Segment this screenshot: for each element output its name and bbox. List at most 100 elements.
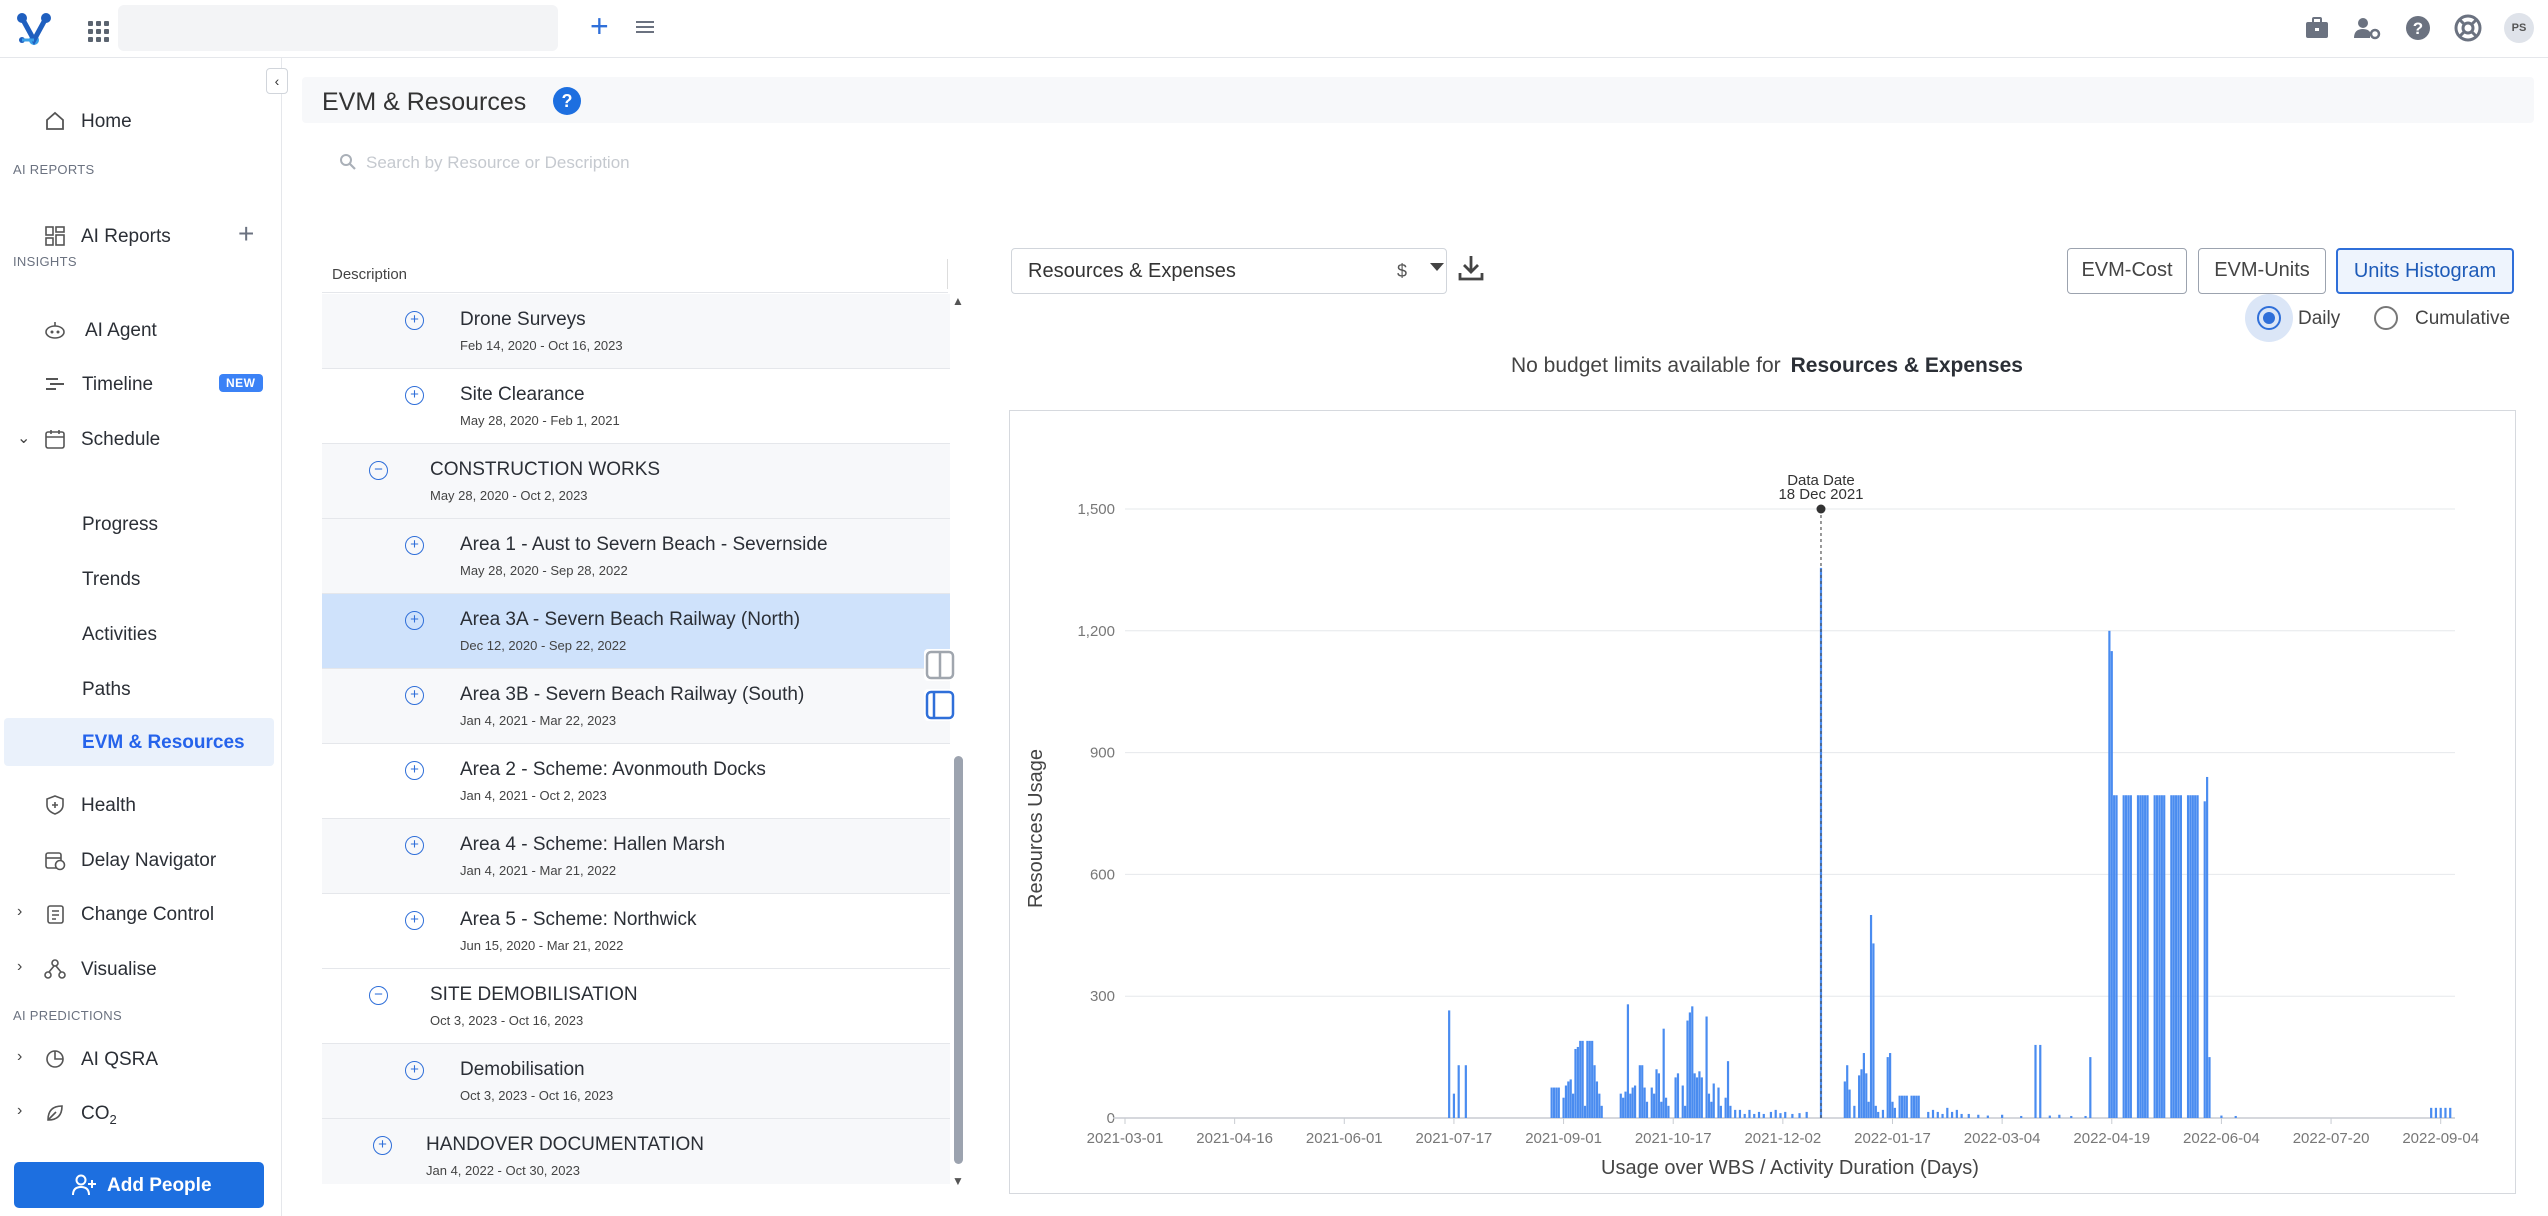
histogram-bar xyxy=(2020,1115,2023,1118)
sidebar-item-delay-navigator[interactable]: Delay Navigator xyxy=(0,836,282,884)
expand-icon[interactable]: + xyxy=(405,1061,424,1080)
sidebar-item-change-control[interactable]: › Change Control xyxy=(0,890,282,938)
support-icon[interactable] xyxy=(2453,13,2483,43)
table-row[interactable]: + HANDOVER DOCUMENTATION Jan 4, 2022 - Oct… xyxy=(322,1119,950,1184)
sidebar-item-schedule[interactable]: ⌄ Schedule xyxy=(0,415,282,463)
expand-icon[interactable]: + xyxy=(405,311,424,330)
histogram-bar xyxy=(1569,1079,1572,1118)
radio-cumulative[interactable] xyxy=(2374,306,2398,330)
chevron-down-icon[interactable]: ⌄ xyxy=(17,430,31,447)
table-row[interactable]: + Area 3A - Severn Beach Railway (North) D… xyxy=(322,594,950,669)
evm-cost-button[interactable]: EVM-Cost xyxy=(2067,248,2187,294)
table-row[interactable]: + Area 1 - Aust to Severn Beach - Severns… xyxy=(322,519,950,594)
table-row[interactable]: + Area 4 - Scheme: Hallen Marsh Jan 4, 202… xyxy=(322,819,950,894)
table-row[interactable]: + Area 3B - Severn Beach Railway (South) J… xyxy=(322,669,950,744)
row-dates: Jan 4, 2021 - Oct 2, 2023 xyxy=(460,788,607,803)
histogram-bar xyxy=(1869,915,1873,1118)
user-settings-icon[interactable] xyxy=(2352,13,2382,43)
sidebar-item-paths[interactable]: Paths xyxy=(0,665,282,713)
histogram-bar xyxy=(1572,1093,1575,1118)
sidebar-item-activities[interactable]: Activities xyxy=(0,610,282,658)
chevron-right-icon[interactable]: › xyxy=(17,958,23,975)
radio-daily[interactable] xyxy=(2257,306,2281,330)
resource-select[interactable]: Resources & Expenses $ xyxy=(1011,248,1447,294)
sidebar-item-visualise[interactable]: › Visualise xyxy=(0,945,282,993)
table-row[interactable]: + Drone Surveys Feb 14, 2020 - Oct 16, 202… xyxy=(322,294,950,369)
expand-icon[interactable]: + xyxy=(405,536,424,555)
sidebar-item-ai-reports[interactable]: AI Reports + xyxy=(0,212,282,260)
briefcase-icon[interactable] xyxy=(2302,13,2332,43)
collapse-icon[interactable]: − xyxy=(369,461,388,480)
sidebar-item-home[interactable]: Home xyxy=(0,97,282,145)
sidebar-item-evm-resources[interactable]: EVM & Resources xyxy=(4,718,274,766)
chevron-right-icon[interactable]: › xyxy=(17,903,23,920)
column-divider[interactable] xyxy=(947,259,948,289)
histogram-bar xyxy=(1950,1111,1954,1118)
sidebar-item-progress[interactable]: Progress xyxy=(0,500,282,548)
add-people-button[interactable]: Add People xyxy=(14,1162,264,1208)
apps-grid-icon[interactable] xyxy=(82,15,110,43)
units-histogram-button[interactable]: Units Histogram xyxy=(2336,248,2514,294)
expand-icon[interactable]: + xyxy=(405,686,424,705)
expand-icon[interactable]: + xyxy=(405,761,424,780)
panel-view-icon[interactable] xyxy=(924,689,956,721)
table-row[interactable]: + Area 2 - Scheme: Avonmouth Docks Jan 4, … xyxy=(322,744,950,819)
help-icon[interactable]: ? xyxy=(553,87,581,115)
chevron-right-icon[interactable]: › xyxy=(17,1102,23,1119)
new-badge: NEW xyxy=(219,374,263,392)
collapse-icon[interactable]: − xyxy=(369,986,388,1005)
evm-units-button[interactable]: EVM-Units xyxy=(2198,248,2326,294)
split-view-icon[interactable] xyxy=(924,649,956,681)
column-header-description[interactable]: Description xyxy=(332,266,408,283)
scroll-up-icon[interactable]: ▲ xyxy=(952,294,964,308)
histogram-bar xyxy=(1619,1093,1622,1118)
logo-icon[interactable] xyxy=(14,10,54,48)
list-scrollbar[interactable]: ▲ ▼ xyxy=(952,294,966,1189)
add-report-button[interactable]: + xyxy=(238,218,255,249)
histogram-bar xyxy=(1946,1107,1949,1118)
histogram-bar xyxy=(2158,795,2161,1118)
sidebar-item-ai-qsra[interactable]: › AI QSRA xyxy=(0,1035,282,1083)
sidebar-item-label: Delay Navigator xyxy=(81,850,217,871)
download-icon[interactable] xyxy=(1457,253,1485,283)
table-row[interactable]: − CONSTRUCTION WORKS May 28, 2020 - Oct 2,… xyxy=(322,444,950,519)
sidebar-item-trends[interactable]: Trends xyxy=(0,555,282,603)
expand-icon[interactable]: + xyxy=(405,836,424,855)
project-selector[interactable] xyxy=(118,5,654,51)
expand-icon[interactable]: + xyxy=(405,611,424,630)
sidebar-item-label: EVM & Resources xyxy=(82,732,245,753)
histogram-bar xyxy=(1819,567,1823,1118)
chevron-right-icon[interactable]: › xyxy=(17,1048,23,1065)
sidebar-item-health[interactable]: Health xyxy=(0,781,282,829)
histogram-bar xyxy=(2203,801,2206,1118)
sidebar-item-co2[interactable]: › CO2 xyxy=(0,1089,282,1137)
avatar[interactable]: PS xyxy=(2504,13,2534,43)
add-icon[interactable]: + xyxy=(590,8,609,44)
scroll-down-icon[interactable]: ▼ xyxy=(952,1174,964,1188)
table-row[interactable]: + Site Clearance May 28, 2020 - Feb 1, 202… xyxy=(322,369,950,444)
table-row[interactable]: − SITE DEMOBILISATION Oct 3, 2023 - Oct 16… xyxy=(322,969,950,1044)
radio-daily-label[interactable]: Daily xyxy=(2298,308,2341,329)
expand-icon[interactable]: + xyxy=(405,386,424,405)
menu-icon[interactable] xyxy=(636,21,654,35)
table-row[interactable]: + Area 5 - Scheme: Northwick Jun 15, 2020 … xyxy=(322,894,950,969)
histogram-bar xyxy=(1583,1105,1587,1118)
histogram-bar xyxy=(1624,1091,1627,1118)
histogram-bar xyxy=(1936,1111,1939,1118)
search-input[interactable] xyxy=(366,151,966,175)
sidebar-item-label: AI Reports xyxy=(81,226,171,247)
expand-icon[interactable]: + xyxy=(405,911,424,930)
table-row[interactable]: + Demobilisation Oct 3, 2023 - Oct 16, 202… xyxy=(322,1044,950,1119)
sidebar-item-ai-agent[interactable]: AI Agent xyxy=(0,306,282,354)
scrollbar-thumb[interactable] xyxy=(954,756,963,1164)
histogram-bar xyxy=(1581,1040,1584,1118)
row-name: Site Clearance xyxy=(460,384,585,405)
expand-icon[interactable]: + xyxy=(373,1136,392,1155)
histogram-bar xyxy=(1843,1081,1846,1118)
help-icon[interactable]: ? xyxy=(2403,13,2433,43)
collapse-sidebar-button[interactable]: ‹ xyxy=(266,68,288,94)
histogram-bar xyxy=(1917,1095,1920,1118)
radio-cumulative-label[interactable]: Cumulative xyxy=(2415,308,2511,329)
sidebar-item-timeline[interactable]: Timeline NEW xyxy=(0,360,282,408)
histogram-bar xyxy=(1707,1093,1711,1118)
